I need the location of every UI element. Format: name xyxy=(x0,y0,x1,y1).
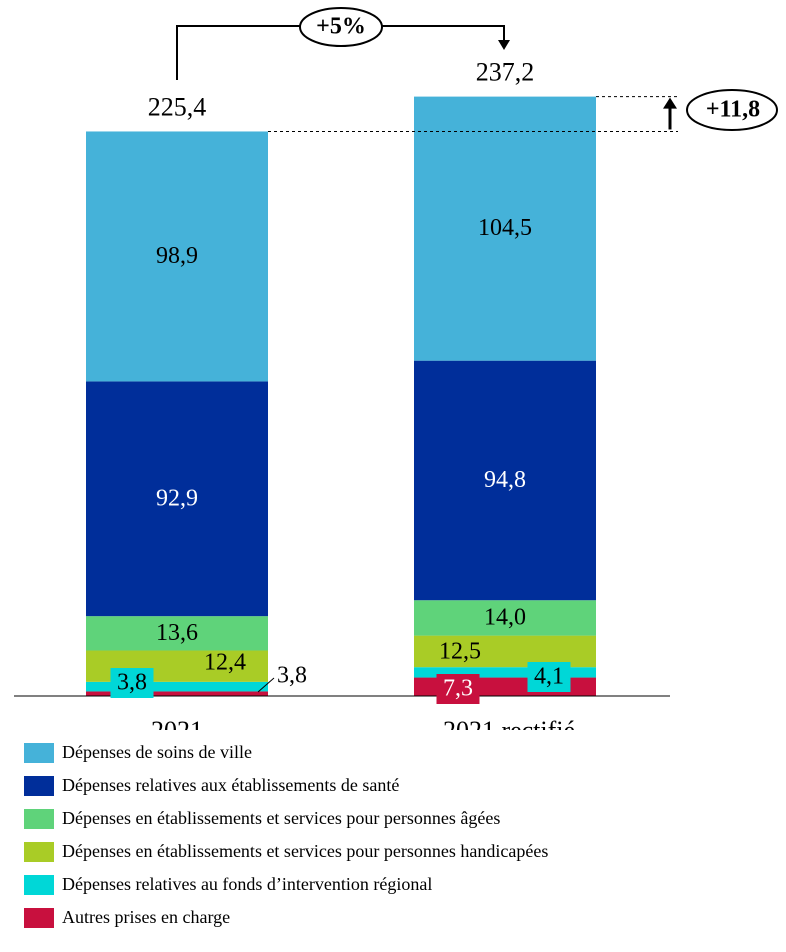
legend-item: Dépenses relatives aux établissements de… xyxy=(24,769,548,802)
data-label-1-0: 7,3 xyxy=(443,676,473,702)
data-label-1-5: 104,5 xyxy=(478,215,532,241)
data-label-bg-1-1 xyxy=(527,662,571,692)
total-label-1: 237,2 xyxy=(476,58,535,87)
legend-swatch xyxy=(24,808,54,829)
data-label-0-2: 12,4 xyxy=(204,650,246,676)
legend-swatch xyxy=(24,775,54,796)
data-label-0-4: 92,9 xyxy=(156,485,198,511)
bar-segment-0-5 xyxy=(86,131,268,382)
legend-label: Dépenses en établissements et services p… xyxy=(62,808,501,828)
bar-segment-1-1 xyxy=(414,667,596,678)
category-label-1: 2021 rectifié xyxy=(443,716,575,730)
legend-item: Dépenses en établissements et services p… xyxy=(24,802,548,835)
legend-item: Autres prises en charge xyxy=(24,901,548,934)
legend-item: Dépenses en établissements et services p… xyxy=(24,835,548,868)
legend-label: Dépenses en établissements et services p… xyxy=(62,841,549,861)
legend-label: Dépenses de soins de ville xyxy=(62,742,252,762)
legend-swatch xyxy=(24,841,54,862)
bar-segment-0-0 xyxy=(86,691,268,696)
callout-leader-line xyxy=(257,677,275,693)
data-label-1-4: 94,8 xyxy=(484,467,526,493)
legend-swatch xyxy=(24,874,54,895)
data-label-1-2: 12,5 xyxy=(439,639,481,665)
legend-label: Autres prises en charge xyxy=(62,907,231,927)
legend-label: Dépenses relatives au fonds d’interventi… xyxy=(62,874,433,894)
diff-label: +11,8 xyxy=(706,97,760,123)
data-label-bg-1-0 xyxy=(436,674,480,704)
bar-segment-0-4 xyxy=(86,381,268,617)
legend-item: Dépenses relatives au fonds d’interventi… xyxy=(24,868,548,901)
data-label-0-3: 13,6 xyxy=(156,620,198,646)
legend-swatch xyxy=(24,907,54,928)
growth-pct-label: +5% xyxy=(316,14,366,40)
category-label-0: 2021 xyxy=(151,716,203,730)
stacked-bar-chart: 13,6 14,0 92,9 94,8 98,9 104,5 12,4 12,5 3,8 4,1 7… xyxy=(14,7,778,730)
data-label-1-3: 14,0 xyxy=(484,604,526,630)
bar-segment-0-3 xyxy=(86,616,268,651)
chart-legend: Dépenses de soins de ville Dépenses relat… xyxy=(24,736,548,934)
bar-segment-1-3 xyxy=(414,600,596,636)
data-label-0-5: 98,9 xyxy=(156,243,198,269)
bar-segment-1-4 xyxy=(414,360,596,601)
small-value-callout: 3,8 xyxy=(277,663,307,689)
growth-ellipse xyxy=(299,7,383,47)
data-label-1-1: 4,1 xyxy=(534,664,564,690)
data-label-0-1: 3,8 xyxy=(117,670,147,696)
data-label-bg-0-1 xyxy=(110,668,154,698)
total-label-0: 225,4 xyxy=(148,92,207,121)
legend-swatch xyxy=(24,742,54,763)
diff-arrowhead xyxy=(663,97,677,109)
bar-segment-0-1 xyxy=(86,681,268,692)
bar-segment-1-5 xyxy=(414,96,596,361)
legend-label: Dépenses relatives aux établissements de… xyxy=(62,775,400,795)
diff-ellipse xyxy=(686,89,778,131)
growth-arrowhead xyxy=(498,40,510,50)
legend-item: Dépenses de soins de ville xyxy=(24,736,548,769)
bar-segment-1-2 xyxy=(414,635,596,668)
